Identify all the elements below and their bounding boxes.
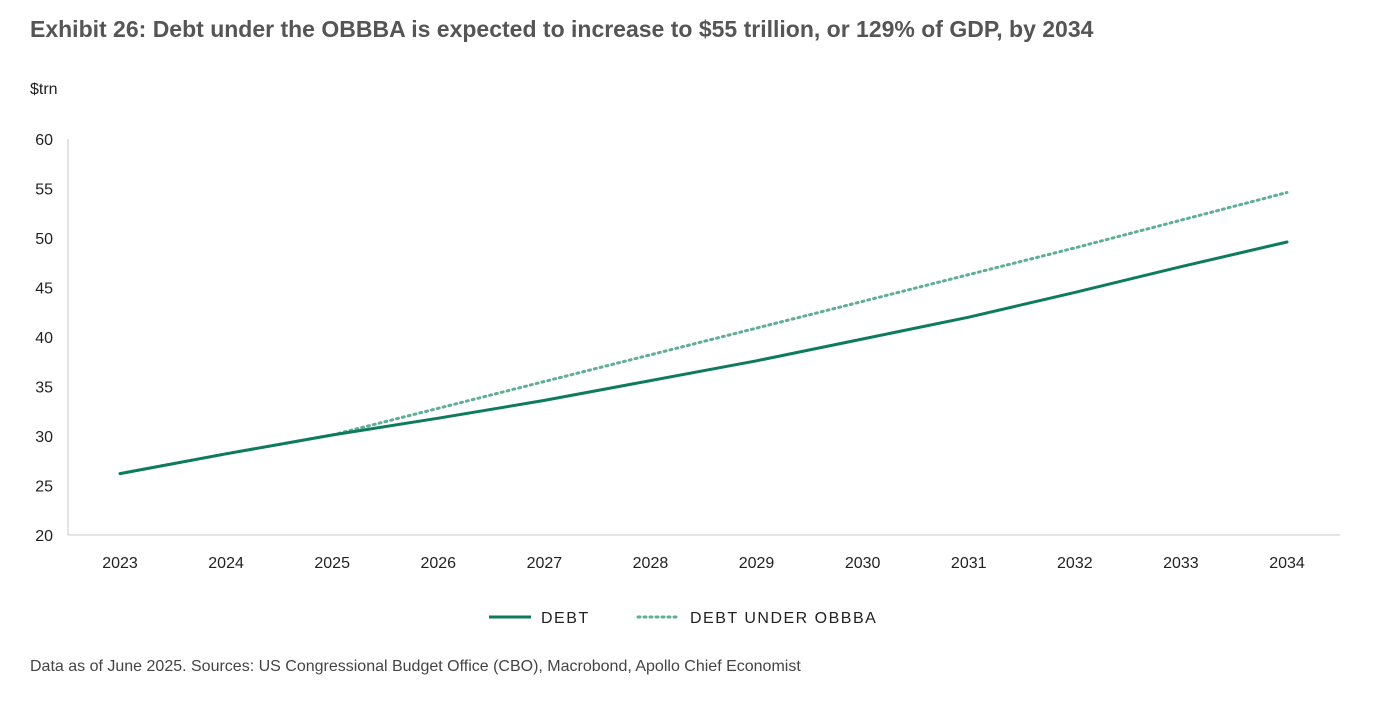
y-tick-label: 50 <box>35 231 53 248</box>
y-tick-label: 20 <box>35 528 53 545</box>
x-tick-label: 2025 <box>314 555 350 572</box>
y-tick-label: 30 <box>35 429 53 446</box>
x-tick-label: 2026 <box>420 555 456 572</box>
legend-obbba-label: DEBT UNDER OBBBA <box>690 610 877 627</box>
x-tick-labels: 2023 2024 2025 2026 2027 2028 2029 2030 2031 2032… <box>102 555 1305 572</box>
x-tick-label: 2029 <box>739 555 775 572</box>
legend-debt-label: DEBT <box>541 610 590 627</box>
chart-title: Exhibit 26: Debt under the OBBBA is expe… <box>30 16 1094 42</box>
x-tick-label: 2027 <box>527 555 563 572</box>
debt-under-obbba-series-line <box>118 191 1289 476</box>
y-tick-labels: 20 25 30 35 40 45 50 55 60 <box>35 132 53 545</box>
y-tick-label: 25 <box>35 479 53 496</box>
y-tick-label: 35 <box>35 380 53 397</box>
legend: DEBT DEBT UNDER OBBBA <box>489 610 877 627</box>
y-tick-label: 55 <box>35 182 53 199</box>
x-tick-label: 2023 <box>102 555 138 572</box>
series-lines <box>118 191 1289 476</box>
x-tick-label: 2030 <box>845 555 881 572</box>
x-tick-label: 2024 <box>208 555 244 572</box>
y-axis-unit-label: $trn <box>30 81 58 98</box>
y-tick-label: 40 <box>35 330 53 347</box>
source-note: Data as of June 2025. Sources: US Congre… <box>30 658 801 675</box>
x-tick-label: 2033 <box>1163 555 1199 572</box>
debt-series-line <box>118 240 1289 476</box>
x-tick-label: 2028 <box>633 555 669 572</box>
x-tick-label: 2034 <box>1269 555 1305 572</box>
y-tick-label: 45 <box>35 281 53 298</box>
x-tick-label: 2032 <box>1057 555 1093 572</box>
x-tick-label: 2031 <box>951 555 987 572</box>
y-tick-label: 60 <box>35 132 53 149</box>
